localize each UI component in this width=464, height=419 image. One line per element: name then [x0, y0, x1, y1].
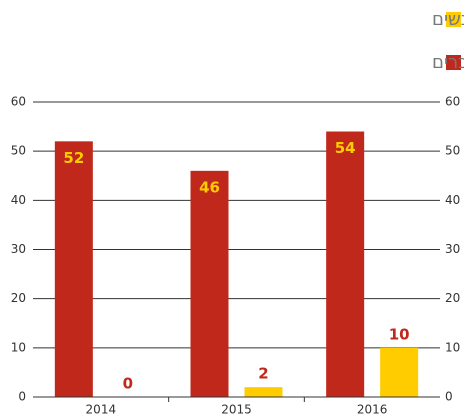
value-label: 0 — [123, 375, 133, 393]
x-tick-label: 2014 — [86, 403, 117, 417]
value-label: 54 — [335, 139, 356, 157]
value-label: 2 — [258, 365, 268, 383]
bar — [380, 347, 419, 397]
legend-swatch — [446, 55, 461, 70]
bar — [244, 387, 283, 397]
y-tick-label: 60 — [11, 95, 26, 109]
legend-swatch — [446, 12, 461, 27]
y2-tick-label: 10 — [445, 340, 460, 354]
legend-text: גברים — [432, 52, 464, 73]
y-tick-label: 30 — [11, 242, 26, 256]
y2-tick-label: 30 — [445, 242, 460, 256]
y2-tick-label: 40 — [445, 193, 460, 207]
bar — [326, 131, 365, 397]
y2-tick-label: 50 — [445, 144, 460, 158]
y-tick-label: 40 — [11, 193, 26, 207]
y-tick-label: 20 — [11, 291, 26, 305]
x-tick-label: 2016 — [357, 403, 388, 417]
value-label: 10 — [389, 325, 410, 343]
y2-tick-label: 60 — [445, 95, 460, 109]
bar — [190, 170, 229, 397]
bar — [54, 141, 93, 397]
value-label: 46 — [199, 178, 220, 196]
x-tick-label: 2015 — [221, 403, 252, 417]
y2-tick-label: 0 — [445, 390, 453, 404]
y-tick-label: 10 — [11, 340, 26, 354]
y-tick-label: 0 — [18, 390, 26, 404]
value-label: 52 — [63, 149, 84, 167]
legend-text: נשים — [432, 9, 464, 30]
y-tick-label: 50 — [11, 144, 26, 158]
y2-tick-label: 20 — [445, 291, 460, 305]
